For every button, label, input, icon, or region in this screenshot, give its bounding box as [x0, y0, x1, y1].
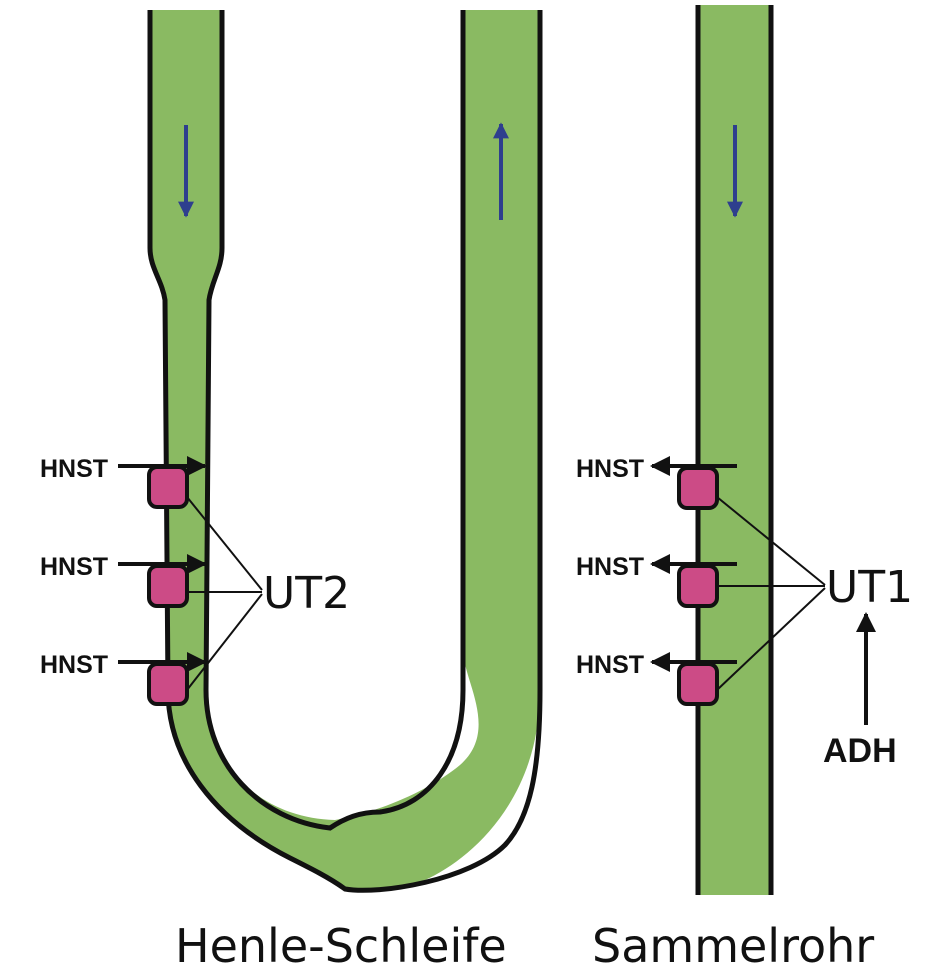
henle-loop: HNST HNST HNST UT2 Henle-Schleife [40, 10, 540, 973]
ut2-transporter [149, 566, 187, 606]
hnst-label: HNST [576, 553, 644, 581]
hnst-label: HNST [40, 651, 108, 679]
hnst-label: HNST [40, 455, 108, 483]
ut1-transporter [679, 468, 717, 508]
henle-outline-inner [206, 10, 463, 828]
ut2-transporter [149, 467, 187, 507]
ut2-transporter [149, 664, 187, 704]
collecting-duct: HNST HNST HNST UT1 ADH Sammelrohr [576, 5, 913, 973]
henle-caption: Henle-Schleife [175, 919, 507, 973]
ut1-transporter [679, 664, 717, 704]
ut1-label: UT1 [826, 562, 913, 613]
hnst-label: HNST [576, 651, 644, 679]
ut1-transporter [679, 566, 717, 606]
hnst-label: HNST [576, 455, 644, 483]
adh-label: ADH [823, 732, 897, 770]
hnst-label: HNST [40, 553, 108, 581]
sammelrohr-caption: Sammelrohr [592, 919, 874, 973]
ut2-label: UT2 [263, 568, 350, 619]
